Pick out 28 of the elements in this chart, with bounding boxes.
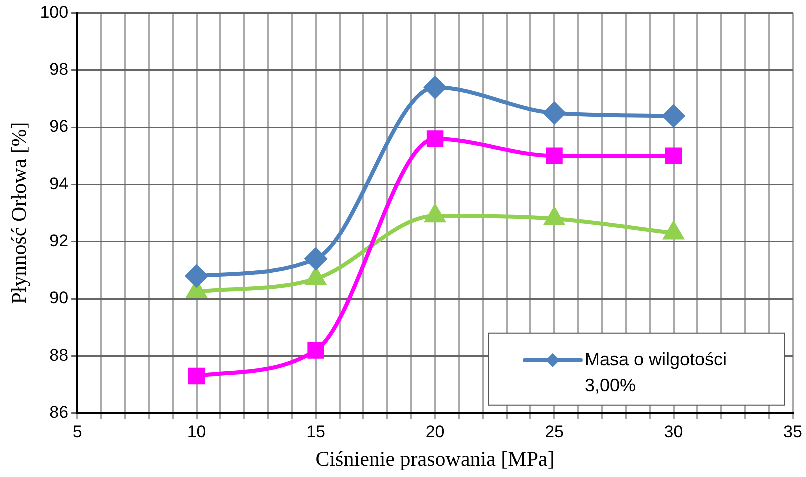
point xyxy=(662,105,685,128)
x-tick-label: 15 xyxy=(306,422,326,442)
y-tick-label: 100 xyxy=(40,2,69,22)
x-tick-label: 25 xyxy=(545,422,564,442)
point xyxy=(308,342,324,359)
x-tick-label: 20 xyxy=(426,422,445,442)
point xyxy=(305,248,328,270)
y-tick-label: 94 xyxy=(50,174,69,194)
point xyxy=(424,76,446,99)
x-tick-label: 30 xyxy=(664,422,684,442)
legend-label: Masa o wilgotości 3,00% xyxy=(585,349,728,396)
point xyxy=(426,130,444,148)
y-tick-label: 88 xyxy=(50,346,69,365)
y-tick-label: 90 xyxy=(50,288,69,308)
x-tick-label: 5 xyxy=(72,422,82,442)
y-tick-label: 92 xyxy=(50,232,69,251)
x-tick-label: 10 xyxy=(187,422,206,442)
point xyxy=(544,102,566,124)
point xyxy=(188,368,206,385)
y-axis-title: Płynność Orłowa [%] xyxy=(7,122,32,304)
y-tick-label: 86 xyxy=(50,403,69,422)
x-tick-label: 35 xyxy=(784,422,802,442)
x-axis-title: Ciśnienie prasowania [MPa] xyxy=(316,446,555,471)
point xyxy=(186,265,208,288)
point xyxy=(546,148,563,164)
y-tick-label: 96 xyxy=(50,117,69,136)
y-tick-label: 98 xyxy=(50,60,69,80)
point xyxy=(665,148,682,164)
